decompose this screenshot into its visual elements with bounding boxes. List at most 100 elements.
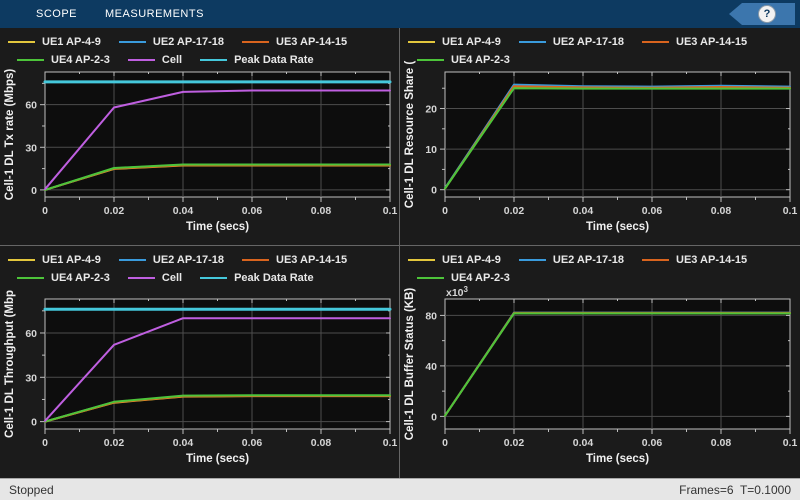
legend-label: UE3 AP-14-15 bbox=[676, 36, 748, 48]
y-tick-label: 0 bbox=[31, 417, 37, 429]
tab-scope[interactable]: SCOPE bbox=[36, 8, 78, 20]
legend-label: UE4 AP-2-3 bbox=[451, 54, 510, 66]
legend-item[interactable]: UE4 AP-2-3 bbox=[17, 54, 110, 66]
legend-item[interactable]: Cell bbox=[127, 54, 183, 66]
y-tick-label: 80 bbox=[425, 310, 437, 322]
legend-label: UE2 AP-17-18 bbox=[152, 36, 225, 48]
series-line bbox=[44, 317, 391, 422]
x-tick-label: 0.02 bbox=[504, 205, 525, 217]
quadrant-dl-throughput: UE1 AP-4-9 UE2 AP-17-18 UE3 AP-14-15 UE4 AP… bbox=[0, 246, 400, 478]
legend-row: UE1 AP-4-9 UE2 AP-17-18 UE3 AP-14-15 bbox=[400, 251, 800, 269]
legend-swatch bbox=[8, 41, 35, 43]
plot-area bbox=[444, 298, 791, 430]
x-axis-label: Time (secs) bbox=[586, 453, 649, 465]
legend-swatch bbox=[118, 41, 146, 43]
legend-label: UE3 AP-14-15 bbox=[276, 254, 348, 266]
legend-swatch bbox=[8, 259, 35, 261]
quadrant-dl-tx-rate: UE1 AP-4-9 UE2 AP-17-18 UE3 AP-14-15 UE4 AP… bbox=[0, 28, 400, 246]
x-tick-label: 0.08 bbox=[311, 437, 332, 449]
legend-item[interactable]: UE2 AP-17-18 bbox=[118, 254, 225, 266]
legend-item[interactable]: UE4 AP-2-3 bbox=[417, 272, 510, 284]
legend-label: UE2 AP-17-18 bbox=[152, 254, 225, 266]
legend-item[interactable]: UE2 AP-17-18 bbox=[118, 36, 225, 48]
legend-label: Cell bbox=[161, 54, 183, 66]
legend-swatch bbox=[642, 259, 670, 261]
x-tick-label: 0.06 bbox=[642, 205, 663, 217]
quadrant-dl-buffer-status: UE1 AP-4-9 UE2 AP-17-18 UE3 AP-14-15 UE4 AP… bbox=[400, 246, 800, 478]
legend-item[interactable]: UE3 AP-14-15 bbox=[642, 36, 747, 48]
y-tick-label: 10 bbox=[425, 144, 437, 156]
chart-cell1-dl-resource-share: 0 0.02 0.04 0.06 0.08 0.1 0 10 20 Time (secs) Cell… bbox=[404, 61, 798, 233]
y-tick-label: 30 bbox=[25, 142, 37, 154]
legend-swatch bbox=[17, 59, 44, 61]
legend-item[interactable]: Cell bbox=[127, 272, 183, 284]
legend-label: Peak Data Rate bbox=[234, 272, 314, 284]
y-tick-label: 0 bbox=[31, 185, 37, 197]
legend-row: UE4 AP-2-3 Cell Peak Data Rate bbox=[0, 51, 399, 69]
legend-label: Cell bbox=[161, 272, 183, 284]
x-tick-label: 0.02 bbox=[104, 437, 125, 449]
legend-swatch bbox=[127, 59, 155, 61]
x-tick-label: 0.08 bbox=[311, 205, 332, 217]
legend-label: UE4 AP-2-3 bbox=[51, 272, 110, 284]
legend-swatch bbox=[242, 41, 270, 43]
legend-label: UE4 AP-2-3 bbox=[451, 272, 510, 284]
x-tick-label: 0.1 bbox=[783, 437, 798, 449]
x-tick-label: 0.08 bbox=[711, 437, 732, 449]
legend-item[interactable]: UE1 AP-4-9 bbox=[408, 36, 501, 48]
x-tick-label: 0.1 bbox=[783, 205, 798, 217]
series-line bbox=[44, 394, 391, 423]
y-tick-label: 40 bbox=[425, 361, 437, 373]
legend-swatch bbox=[17, 277, 44, 279]
legend-label: UE3 AP-14-15 bbox=[276, 36, 348, 48]
x-tick-label: 0.04 bbox=[173, 437, 194, 449]
help-button[interactable]: ? bbox=[729, 3, 795, 25]
y-tick-label: 0 bbox=[431, 185, 437, 197]
legend-item[interactable]: UE3 AP-14-15 bbox=[642, 254, 747, 266]
chart-cell1-dl-tx-rate: 0 0.02 0.04 0.06 0.08 0.1 0 30 60 Time (secs) Cell… bbox=[4, 69, 398, 233]
legend-swatch bbox=[518, 41, 546, 43]
y-tick-label: 60 bbox=[25, 328, 37, 340]
legend-label: UE3 AP-14-15 bbox=[676, 254, 748, 266]
legend-item[interactable]: Peak Data Rate bbox=[200, 272, 314, 284]
legend-item[interactable]: UE1 AP-4-9 bbox=[8, 254, 101, 266]
status-bar: Stopped Frames=6 T=0.1000 bbox=[0, 478, 800, 500]
legend-item[interactable]: Peak Data Rate bbox=[200, 54, 314, 66]
legend-swatch bbox=[200, 59, 228, 61]
legend-label: UE4 AP-2-3 bbox=[51, 54, 110, 66]
legend-item[interactable]: UE1 AP-4-9 bbox=[8, 36, 101, 48]
x-axis-label: Time (secs) bbox=[186, 221, 249, 233]
legend-item[interactable]: UE2 AP-17-18 bbox=[518, 36, 624, 48]
legend-item[interactable]: UE3 AP-14-15 bbox=[242, 254, 347, 266]
legend-item[interactable]: UE3 AP-14-15 bbox=[242, 36, 347, 48]
x-tick-label: 0.06 bbox=[642, 437, 663, 449]
legend-swatch bbox=[408, 259, 435, 261]
legend-label: UE2 AP-17-18 bbox=[552, 254, 625, 266]
x-tick-label: 0.1 bbox=[383, 205, 398, 217]
legend-swatch bbox=[417, 59, 444, 61]
legend-label: UE1 AP-4-9 bbox=[442, 36, 501, 48]
x-tick-label: 0.04 bbox=[173, 205, 194, 217]
chart-cell1-dl-throughput: 0 0.02 0.04 0.06 0.08 0.1 0 30 60 Time (secs) Cell… bbox=[4, 290, 397, 465]
x-tick-label: 0.04 bbox=[573, 205, 594, 217]
y-tick-label: 60 bbox=[25, 100, 37, 112]
legend-label: UE1 AP-4-9 bbox=[42, 36, 101, 48]
legend-item[interactable]: UE4 AP-2-3 bbox=[417, 54, 510, 66]
tab-measurements[interactable]: MEASUREMENTS bbox=[105, 8, 204, 20]
x-tick-label: 0.04 bbox=[573, 437, 594, 449]
x-axis-label: Time (secs) bbox=[186, 453, 249, 465]
chart-cell1-dl-buffer-status: 0 0.02 0.04 0.06 0.08 0.1 0 40 80 x103 Time (secs)… bbox=[404, 285, 798, 465]
legend-label: UE1 AP-4-9 bbox=[42, 254, 101, 266]
x-tick-label: 0 bbox=[442, 437, 448, 449]
legend-item[interactable]: UE4 AP-2-3 bbox=[17, 272, 110, 284]
legend-item[interactable]: UE1 AP-4-9 bbox=[408, 254, 501, 266]
y-axis-label: Cell-1 DL Resource Share ( bbox=[404, 61, 416, 209]
legend-item[interactable]: UE2 AP-17-18 bbox=[518, 254, 625, 266]
legend: UE1 AP-4-9 UE2 AP-17-18 UE3 AP-14-15 UE4 AP… bbox=[400, 28, 800, 69]
legend-label: Peak Data Rate bbox=[234, 54, 314, 66]
series-line bbox=[44, 89, 391, 191]
legend-swatch bbox=[118, 259, 146, 261]
legend-swatch bbox=[417, 277, 444, 279]
x-tick-label: 0.08 bbox=[711, 205, 732, 217]
